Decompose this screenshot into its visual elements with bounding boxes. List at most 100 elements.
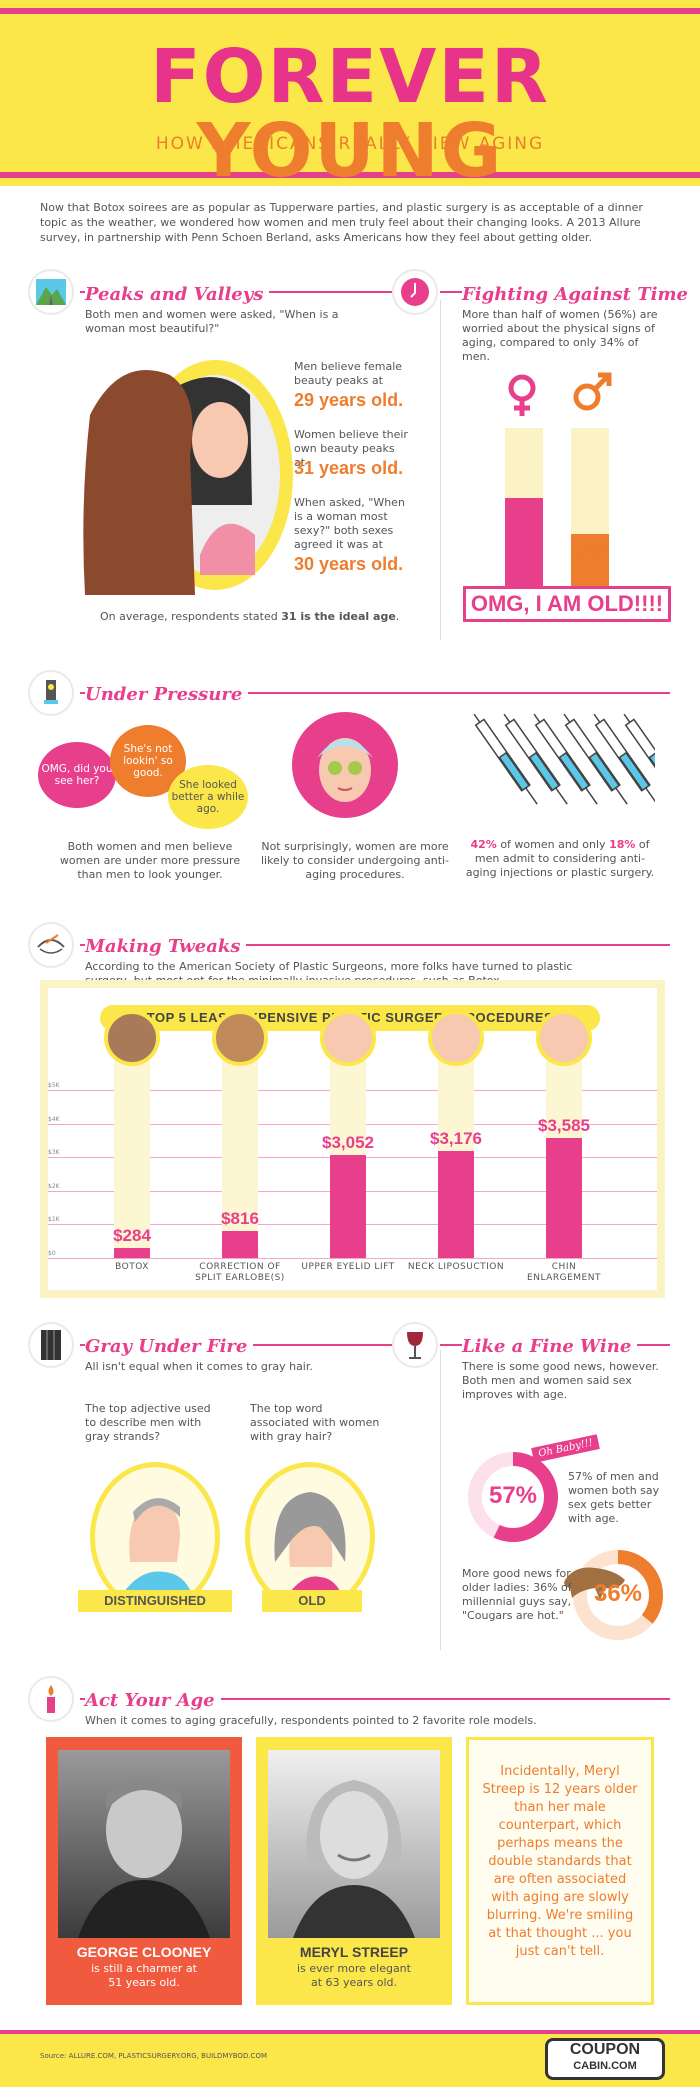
sexy-text: When asked, "When is a woman most sexy?"…: [294, 496, 405, 551]
column-divider: [440, 300, 441, 640]
streep-desc: is ever more elegant at 63 years old.: [297, 1962, 411, 1989]
men-belief-text: Men believe female beauty peaks at: [294, 360, 403, 387]
men-worried-bar: [571, 534, 609, 588]
face-mask-woman-illustration: [292, 712, 398, 818]
gossip-bubble-3: She looked better a while ago.: [168, 765, 248, 829]
procedure-icon: [536, 1010, 592, 1066]
gray-men-question: The top adjective used to describe men w…: [85, 1402, 211, 1443]
old-ribbon: OLD: [262, 1590, 362, 1612]
chart-column-bg: [114, 1050, 150, 1258]
pressure-col3-text: 42% of women and only 18% of men admit t…: [465, 838, 655, 880]
male-icon: [570, 370, 614, 418]
chart-category-label: CORRECTION OF SPLIT EARLOBE(S): [195, 1262, 285, 1283]
chart-ytick-label: $4K: [48, 1116, 60, 1123]
gray-text: All isn't equal when it comes to gray ha…: [85, 1360, 313, 1373]
chart-bar: [546, 1138, 582, 1258]
woman-mirror-illustration: [83, 360, 293, 595]
clooney-name: GEORGE CLOONEY: [76, 1944, 212, 1960]
source-text: Source: ALLURE.COM, PLASTICSURGERY.ORG, …: [40, 2052, 267, 2060]
wine-glass-icon: [392, 1322, 438, 1368]
wine-title: Like a Fine Wine: [462, 1336, 638, 1357]
wine-text: There is some good news, however. Both m…: [462, 1360, 659, 1401]
couponcabin-logo[interactable]: COUPON CABIN.COM: [545, 2038, 665, 2080]
chart-category-label: BOTOX: [115, 1262, 149, 1272]
title-young: YOUNG: [196, 108, 504, 194]
clooney-desc: is still a charmer at 51 years old.: [91, 1962, 197, 1989]
pressure-col3-a: of women and only: [500, 838, 606, 851]
wine-text1: 57% of men and women both say sex gets b…: [568, 1470, 660, 1525]
men-belief-age: 29 years old.: [294, 390, 404, 410]
chart-bar: [438, 1151, 474, 1258]
clock-icon: [392, 269, 438, 315]
gray-women-question: The top word associated with women with …: [250, 1402, 380, 1443]
female-icon: [505, 374, 539, 422]
chart-ytick-label: $0: [48, 1250, 56, 1257]
pressure-col2-text: Not surprisingly, women are more likely …: [260, 840, 450, 881]
chart-ytick-label: $1K: [48, 1216, 60, 1223]
sexy-age: 30 years old.: [294, 554, 404, 574]
ideal-age-lead: On average, respondents stated: [100, 610, 278, 623]
pressure-col1-text: Both women and men believe women are und…: [59, 840, 241, 881]
chart-column-bg: [222, 1050, 258, 1258]
syringes-illustration: [473, 713, 655, 805]
chart-bar: [114, 1248, 150, 1258]
fighting-title: Fighting Against Time: [462, 284, 694, 305]
footer-stripe: [0, 2030, 700, 2034]
pct-men-18: 18%: [609, 838, 636, 851]
chart-ytick-label: $2K: [48, 1183, 60, 1190]
chart-bar: [222, 1231, 258, 1258]
eye-icon: [28, 922, 74, 968]
man-cameo: [90, 1462, 220, 1612]
distinguished-ribbon: DISTINGUISHED: [78, 1590, 232, 1612]
age-divider: [80, 1698, 670, 1700]
procedure-icon: [428, 1010, 484, 1066]
chart-plot-area: $5K $4K $3K $2K $1K $0 $284 BOTOX $816 CORRECTION…: [48, 1010, 657, 1283]
pressure-col3-b: of men admit to considering anti-aging i…: [465, 838, 655, 879]
pct-36-label: 36%: [593, 1580, 643, 1607]
mountain-icon: [28, 269, 74, 315]
gray-hair-icon: [28, 1322, 74, 1368]
chart-value-label: $3,052: [322, 1133, 374, 1152]
age-note: Incidentally, Meryl Streep is 12 years o…: [482, 1764, 638, 1959]
chart-value-label: $3,585: [538, 1116, 590, 1135]
women-belief-text: Women believe their own beauty peaks at: [294, 428, 408, 469]
chart-category-label: CHIN ENLARGEMENT: [527, 1262, 601, 1283]
age-title: Act Your Age: [85, 1690, 221, 1711]
chart-value-label: $3,176: [430, 1129, 482, 1148]
ideal-age-end: .: [395, 610, 400, 623]
page-title: FOREVER YOUNG: [0, 40, 700, 188]
intro-paragraph: Now that Botox soirees are as popular as…: [40, 201, 643, 244]
pressure-title: Under Pressure: [85, 684, 249, 705]
title-forever: FOREVER: [150, 34, 550, 120]
chart-value-label: $816: [221, 1209, 259, 1228]
ideal-age-text: On average, respondents stated 31 is the…: [100, 610, 420, 624]
sex-better-donut: [468, 1452, 558, 1542]
pressure-gauge-icon: [28, 670, 74, 716]
logo-cabin: CABIN.COM: [573, 2060, 637, 2072]
oh-baby-tag: Oh Baby!!!: [531, 1434, 601, 1463]
peaks-title: Peaks and Valleys: [85, 284, 270, 305]
header-top-stripe: [0, 8, 700, 14]
chart-gridline: [48, 1258, 657, 1259]
women-pct-label: 56%: [507, 508, 541, 525]
gossip-bubble-1: OMG, did you see her?: [38, 742, 116, 808]
peaks-question: Both men and women were asked, "When is …: [85, 308, 339, 335]
omg-banner: OMG, I AM OLD!!!!: [463, 586, 671, 622]
cougars-donut: [573, 1550, 663, 1640]
streep-photo: [268, 1750, 440, 1938]
chart-category-label: UPPER EYELID LIFT: [301, 1262, 395, 1272]
men-pct-label: 34%: [573, 544, 607, 561]
women-belief-age: 31 years old.: [294, 458, 404, 478]
chart-category-label: NECK LIPOSUCTION: [407, 1262, 505, 1272]
page-subtitle: HOW AMERICANS REALLY VIEW AGING: [155, 134, 545, 154]
clooney-photo: [58, 1750, 230, 1938]
procedure-icon: [104, 1010, 160, 1066]
pct-women-42: 42%: [470, 838, 497, 851]
procedure-icon: [320, 1010, 376, 1066]
women-worried-bar: [505, 498, 543, 588]
chart-ytick-label: $5K: [48, 1082, 60, 1089]
column-divider-2: [440, 1350, 441, 1650]
header-banner: [0, 0, 700, 186]
candle-icon: [28, 1676, 74, 1722]
fighting-text: More than half of women (56%) are worrie…: [462, 308, 658, 363]
